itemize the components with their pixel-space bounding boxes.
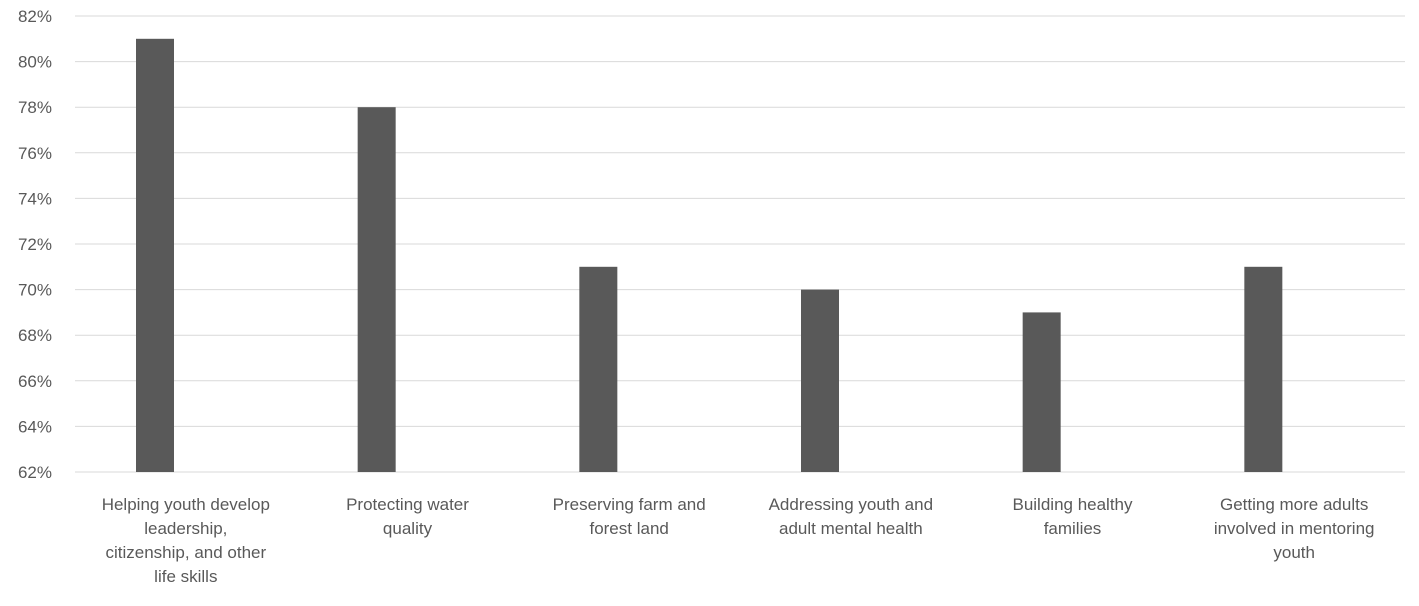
- bar: [1022, 312, 1061, 472]
- y-tick-label: 68%: [18, 326, 52, 345]
- y-tick-label: 62%: [18, 463, 52, 482]
- x-category-label-line: youth: [1273, 543, 1315, 562]
- bar: [579, 266, 618, 472]
- bar: [801, 289, 839, 472]
- y-tick-label: 72%: [18, 235, 52, 254]
- x-axis-category-labels: Helping youth develop leadership, citizens…: [102, 495, 1375, 586]
- y-tick-label: 82%: [18, 7, 52, 26]
- x-category-label: Helping youth develop leadership, citizens…: [102, 495, 270, 586]
- x-category-label-line: involved in mentoring: [1214, 519, 1375, 538]
- x-category-label: Protecting water quality: [346, 495, 469, 538]
- bars: [136, 38, 1283, 473]
- x-category-label-line: Building healthy: [1012, 495, 1133, 514]
- x-category-label: Preserving farm and forest land: [553, 495, 706, 538]
- bar: [136, 38, 174, 473]
- y-tick-label: 80%: [18, 53, 52, 72]
- gridlines: [75, 15, 1405, 473]
- x-category-label-line: Addressing youth and: [769, 495, 933, 514]
- x-category-label-line: Helping youth develop: [102, 495, 270, 514]
- bar: [357, 107, 396, 472]
- x-category-label: Addressing youth and adult mental health: [769, 495, 933, 538]
- y-axis-tick-labels: 62% 64% 66% 68% 70% 72% 74% 76% 78% 80% 82%: [18, 7, 52, 482]
- y-tick-label: 78%: [18, 98, 52, 117]
- y-tick-label: 64%: [18, 417, 52, 436]
- x-category-label-line: adult mental health: [779, 519, 923, 538]
- x-category-label: Getting more adults involved in mentoring…: [1214, 495, 1375, 562]
- x-category-label-line: Getting more adults: [1220, 495, 1368, 514]
- x-category-label-line: quality: [383, 519, 433, 538]
- bar: [1244, 266, 1283, 472]
- x-category-label-line: leadership,: [144, 519, 227, 538]
- x-category-label-line: Preserving farm and: [553, 495, 706, 514]
- y-tick-label: 70%: [18, 281, 52, 300]
- x-category-label-line: citizenship, and other: [106, 543, 267, 562]
- x-category-label-line: Protecting water: [346, 495, 469, 514]
- y-tick-label: 74%: [18, 189, 52, 208]
- x-category-label-line: families: [1044, 519, 1102, 538]
- x-category-label-line: life skills: [154, 567, 217, 586]
- y-tick-label: 76%: [18, 144, 52, 163]
- y-tick-label: 66%: [18, 372, 52, 391]
- x-category-label: Building healthy families: [1012, 495, 1133, 538]
- x-category-label-line: forest land: [589, 519, 668, 538]
